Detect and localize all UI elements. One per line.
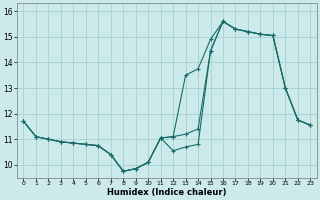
X-axis label: Humidex (Indice chaleur): Humidex (Indice chaleur) (107, 188, 227, 197)
